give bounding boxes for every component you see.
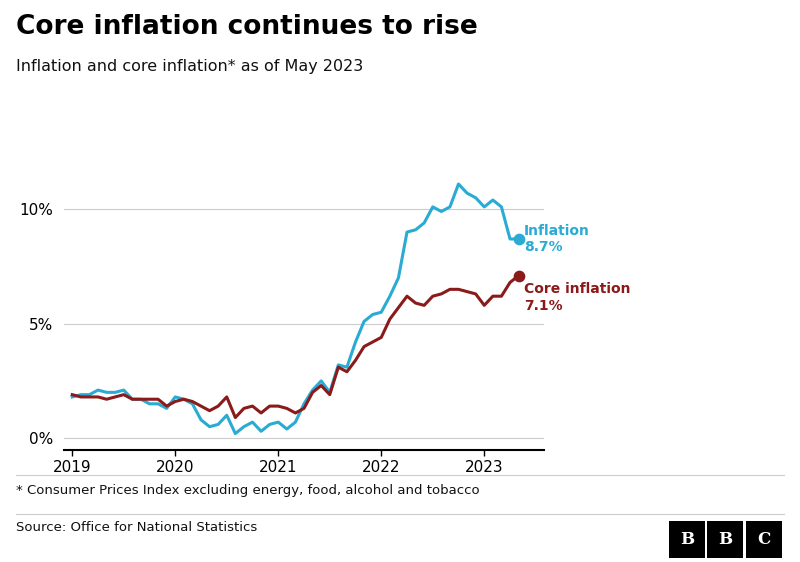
Text: * Consumer Prices Index excluding energy, food, alcohol and tobacco: * Consumer Prices Index excluding energy… bbox=[16, 484, 480, 497]
Point bbox=[512, 234, 525, 243]
Point bbox=[512, 271, 525, 280]
Text: B: B bbox=[718, 531, 732, 548]
Text: Source: Office for National Statistics: Source: Office for National Statistics bbox=[16, 521, 258, 534]
Text: B: B bbox=[680, 531, 694, 548]
Text: Inflation and core inflation* as of May 2023: Inflation and core inflation* as of May … bbox=[16, 59, 363, 74]
Text: Inflation
8.7%: Inflation 8.7% bbox=[524, 224, 590, 254]
Text: Core inflation continues to rise: Core inflation continues to rise bbox=[16, 14, 478, 40]
Text: Core inflation
7.1%: Core inflation 7.1% bbox=[524, 283, 630, 312]
Text: C: C bbox=[757, 531, 770, 548]
